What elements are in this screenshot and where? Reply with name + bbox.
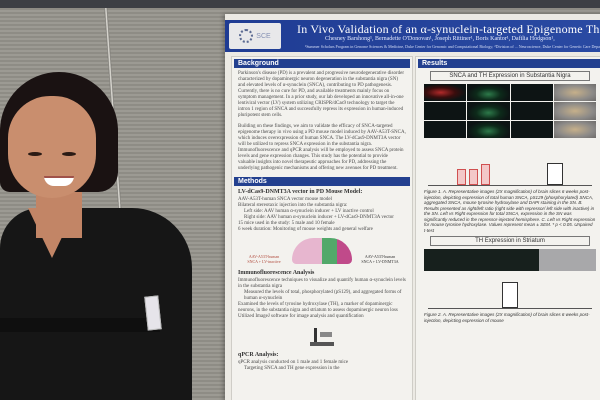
poster-authors: Chesney Barshong¹, Bernadette O'Donovan¹… xyxy=(325,36,555,42)
dress-belt xyxy=(0,318,160,332)
molecule-network-icon xyxy=(239,29,254,43)
panel-b-chart xyxy=(456,164,490,185)
th-image xyxy=(467,120,510,138)
if-bullet: Immunofluorescence techniques to visuali… xyxy=(238,278,406,289)
figure1-caption: Figure 1. A. Representative images (2X m… xyxy=(424,189,596,233)
logo-text: SCE xyxy=(256,32,271,40)
fluorescence-image-grid xyxy=(424,84,596,138)
if-bullet: Measured the levels of total, phosphoryl… xyxy=(244,290,402,301)
institution-logo: SCE xyxy=(229,23,281,49)
dapi-image xyxy=(510,120,553,138)
figure2-title: TH Expression in Striatum xyxy=(430,236,590,246)
bar-total-snca xyxy=(456,169,466,185)
left-eye xyxy=(28,152,42,156)
bar-phospho-snca xyxy=(468,169,478,185)
injection-diagram: AAV-A53T-human SNCA + LV-inactive AAV-A5… xyxy=(232,238,412,264)
methods-heading: Methods xyxy=(234,177,410,186)
if-bullet: Utilized ImageJ software for image analy… xyxy=(238,314,364,319)
microscope-icon xyxy=(308,326,336,346)
diagram-left-label: AAV-A53T-human SNCA + LV-inactive xyxy=(247,254,281,264)
smile xyxy=(44,176,74,186)
methods-bullet: Right side: AAV human α-synuclein induce… xyxy=(244,215,394,220)
figure2-caption: Figure 2. A. Representative images (2X m… xyxy=(424,312,590,323)
face xyxy=(8,96,96,198)
methods-bullet: 6 week duration: Monitoring of mouse wei… xyxy=(238,227,373,232)
if-bullets: Immunofluorescence techniques to visuali… xyxy=(232,278,412,320)
poster-affiliation: ¹Summer Scholars Program in Genome Scien… xyxy=(305,44,600,49)
bar-th xyxy=(547,163,564,185)
qpcr-heading: qPCR Analysis: xyxy=(238,352,279,358)
background-paragraph-2: Building on these findings, we aim to va… xyxy=(238,124,406,171)
poster-right-column: Results SNCA and TH Expression in Substa… xyxy=(415,56,600,400)
th-image xyxy=(467,84,510,102)
methods-bullet: Left side: AAV human α-synuclein inducer… xyxy=(244,209,374,214)
qpcr-line: qPCR analysis conducted on 1 male and 1 … xyxy=(238,360,349,365)
dapi-image xyxy=(510,102,553,120)
diagram-right-label: AAV-A53T-human SNCA + LV-DNMT3A xyxy=(361,254,399,264)
qpcr-bullet: Targeting SNCA and TH gene expression in… xyxy=(244,366,340,371)
poster-header: SCE In Vivo Validation of an α-synuclein… xyxy=(225,20,600,52)
bar-charts-b-c xyxy=(428,142,592,186)
background-paragraph-1: Parkinson's disease (PD) is a prevalent … xyxy=(238,71,404,118)
right-eye xyxy=(62,152,76,156)
research-poster: SCE In Vivo Validation of an α-synuclein… xyxy=(225,14,600,400)
if-heading: Immunofluorescence Analysis xyxy=(238,270,315,276)
presenter-person xyxy=(0,68,200,400)
background-heading: Background xyxy=(234,59,410,68)
merge-image xyxy=(553,102,596,120)
merge-image xyxy=(553,84,596,102)
neckline xyxy=(28,208,76,258)
panel-c-chart xyxy=(547,163,564,185)
bar-aggregated-snca xyxy=(480,164,490,185)
methods-bullets: AAV-A53T-human SNCA vector mouse model B… xyxy=(232,197,412,233)
striatum-image-strip xyxy=(424,249,596,271)
dapi-image xyxy=(510,84,553,102)
results-heading: Results xyxy=(418,59,600,68)
th-dapi-image xyxy=(424,249,539,271)
ceiling-strip xyxy=(0,0,600,8)
methods-bullet: Bilateral stereotaxic injection into the… xyxy=(238,203,348,208)
figure2-bar-chart xyxy=(428,275,592,309)
methods-subheading: LV-dCas9-DNMT3A vector in PD Mouse Model… xyxy=(238,189,363,195)
striatum-merge-image xyxy=(538,249,596,271)
qpcr-text: qPCR analysis conducted on 1 male and 1 … xyxy=(232,360,412,372)
bar-th-striatum xyxy=(502,282,518,308)
snca-image xyxy=(424,102,467,120)
if-bullet: Examined the levels of tyrosine hydroxyl… xyxy=(238,302,398,313)
snca-image xyxy=(424,120,467,138)
methods-bullet: AAV-A53T-human SNCA vector mouse model xyxy=(238,197,332,202)
brain-section-icon xyxy=(292,238,352,264)
methods-bullet: 15 mice used in the study: 5 male and 10… xyxy=(238,221,335,226)
snca-image xyxy=(424,84,467,102)
merge-image xyxy=(553,120,596,138)
th-image xyxy=(467,102,510,120)
figure1-title: SNCA and TH Expression in Substantia Nig… xyxy=(430,71,590,81)
poster-left-column: Background Parkinson's disease (PD) is a… xyxy=(231,56,413,400)
poster-title: In Vivo Validation of an α-synuclein-tar… xyxy=(297,22,600,36)
